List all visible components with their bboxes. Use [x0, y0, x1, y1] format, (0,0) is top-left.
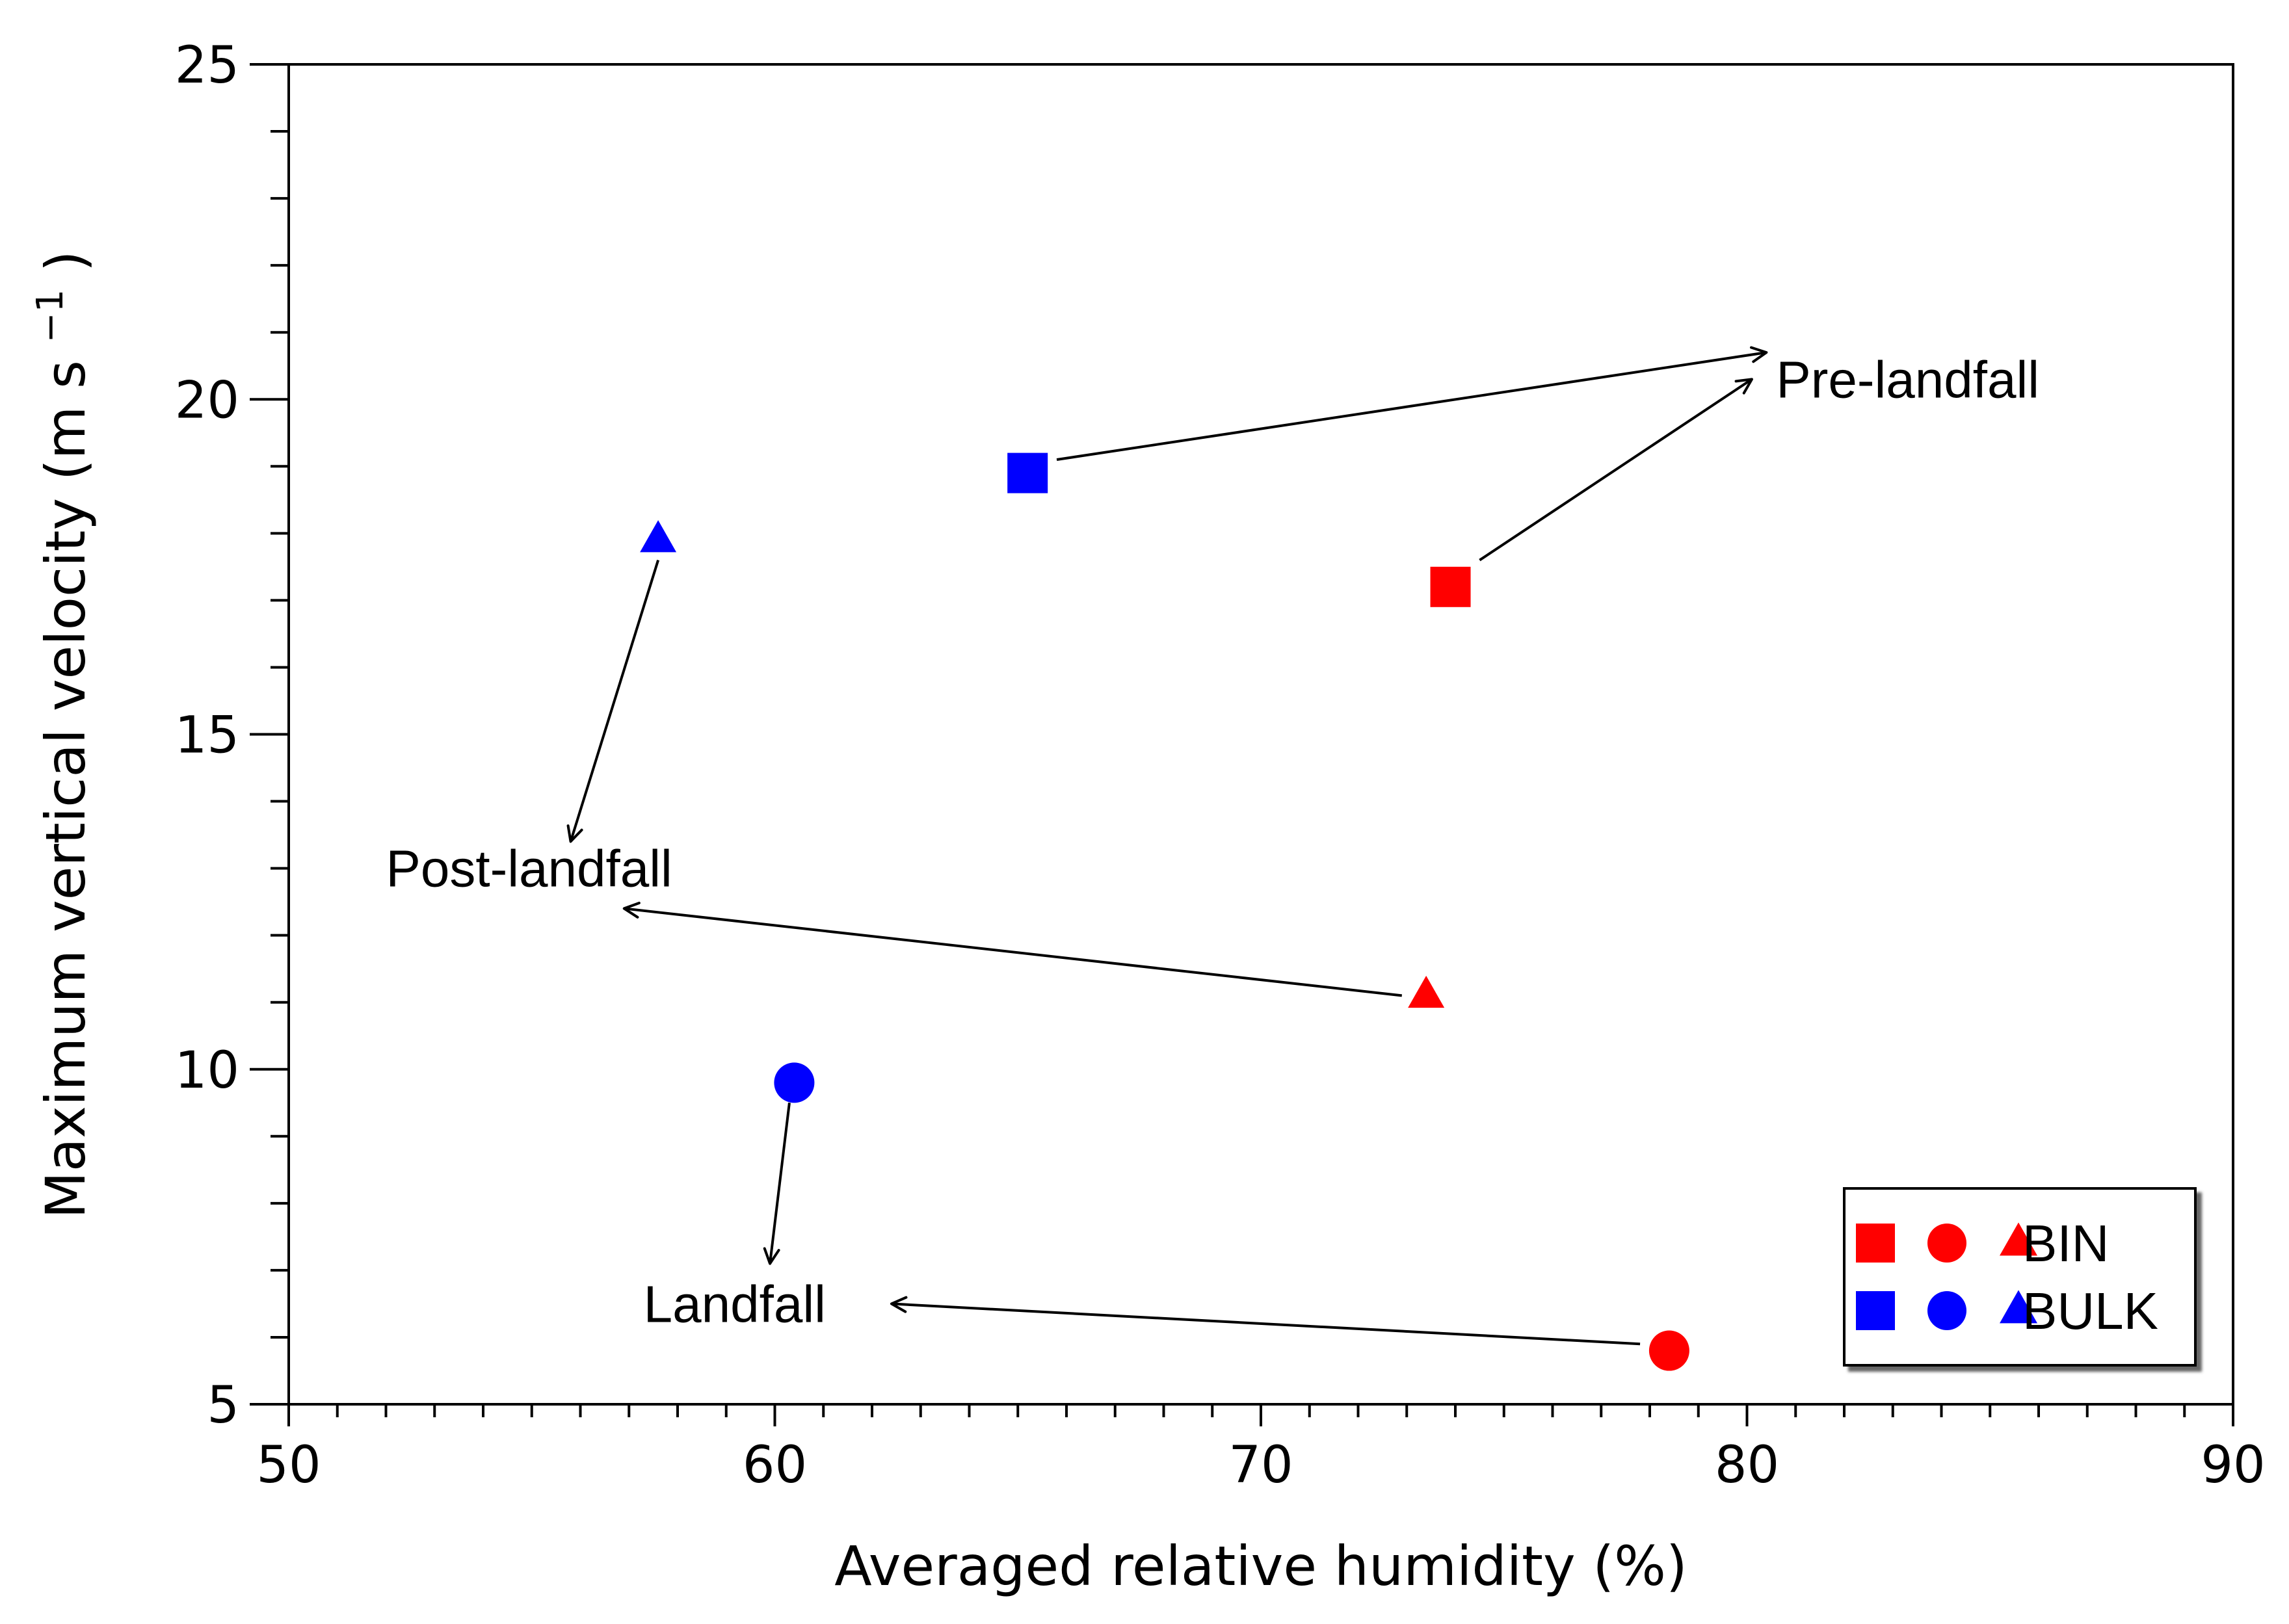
legend-square-icon: [1856, 1291, 1895, 1330]
y-tick-label: 10: [175, 1041, 239, 1100]
legend-items: BIN BULK: [1856, 1214, 2158, 1340]
arrow: [763, 1103, 791, 1265]
x-tick-label: 60: [743, 1436, 807, 1495]
bin-circle-point: [1648, 1330, 1689, 1371]
y-axis-tick-labels: 5 10 15 20 25: [175, 36, 239, 1435]
legend-triangle-icon: [2000, 1222, 2037, 1256]
x-axis-title: Averaged relative humidity (%): [834, 1534, 1687, 1598]
y-tick-label: 5: [207, 1376, 239, 1435]
y-axis-title-close: ): [34, 250, 98, 272]
arrow: [1479, 378, 1753, 562]
data-points: [640, 452, 1689, 1371]
bin-square-point: [1430, 566, 1471, 607]
bulk-circle-point: [774, 1062, 815, 1103]
y-tick-label: 15: [175, 707, 239, 765]
y-axis-ticks: [250, 63, 289, 1406]
x-tick-label: 50: [256, 1436, 321, 1495]
arrow: [622, 901, 1402, 997]
legend-label: BULK: [2022, 1282, 2158, 1340]
legend: BIN BULK: [1843, 1187, 2197, 1367]
legend-square-icon: [1856, 1224, 1895, 1263]
land-landfall-label: Landfall: [644, 1275, 826, 1333]
x-axis-tick-labels: 50 60 70 80 90: [256, 1436, 2265, 1495]
arrow: [1056, 346, 1768, 461]
x-axis-ticks: [287, 1404, 2234, 1426]
legend-triangle-icon: [2000, 1290, 2037, 1324]
y-axis-title: Maximum vertical velocity (m s −1 ): [12, 250, 98, 1218]
x-tick-label: 80: [1715, 1436, 1779, 1495]
y-axis-title-main: Maximum vertical velocity (m s: [34, 360, 98, 1219]
post-landfall-label: Post-landfall: [386, 840, 672, 898]
legend-box: [1843, 1187, 2197, 1367]
legend-label: BIN: [2022, 1214, 2109, 1272]
legend-circle-icon: [1927, 1291, 1966, 1330]
arrow-annotations: [566, 346, 1768, 1346]
y-tick-label: 20: [175, 371, 239, 430]
y-tick-label: 25: [175, 36, 239, 95]
x-tick-label: 70: [1228, 1436, 1293, 1495]
phase-annotations: Pre-landfall Post-landfall Landfall: [386, 350, 2040, 1333]
arrow: [890, 1296, 1641, 1346]
legend-circle-icon: [1927, 1224, 1966, 1263]
arrow: [566, 559, 660, 843]
bulk-square-point: [1007, 452, 1048, 493]
pre-landfall-label: Pre-landfall: [1776, 350, 2039, 408]
x-tick-label: 90: [2201, 1436, 2265, 1495]
bulk-triangle-point: [640, 520, 677, 553]
bin-triangle-point: [1408, 975, 1445, 1008]
y-axis-title-superscript: −1: [29, 289, 72, 343]
